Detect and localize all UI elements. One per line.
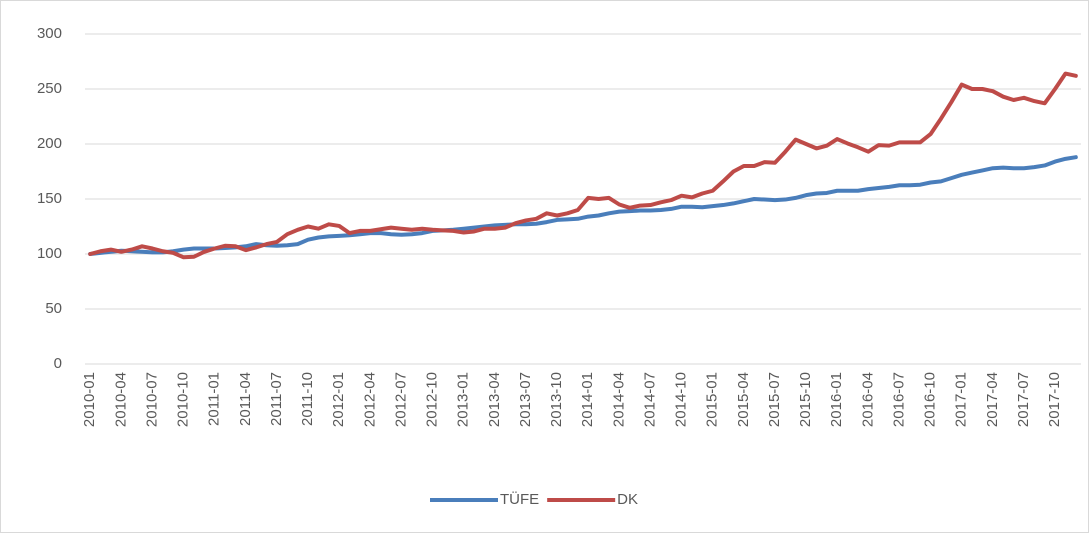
x-tick-label: 2015-07: [766, 372, 783, 427]
x-tick-label: 2012-04: [361, 372, 378, 427]
y-tick-label: 300: [37, 25, 62, 42]
x-tick-label: 2017-07: [1015, 372, 1032, 427]
x-tick-label: 2011-10: [299, 372, 316, 426]
x-tick-label: 2010-01: [81, 372, 98, 427]
x-tick-label: 2015-04: [735, 372, 752, 427]
y-tick-label: 150: [37, 190, 62, 207]
x-tick-label: 2011-01: [206, 372, 223, 426]
x-tick-label: 2011-07: [268, 372, 285, 426]
x-tick-label: 2016-10: [922, 372, 939, 427]
legend-label: DK: [617, 491, 638, 508]
y-tick-label: 250: [37, 80, 62, 97]
legend-label: TÜFE: [500, 490, 539, 508]
x-tick-label: 2016-07: [890, 372, 907, 427]
x-tick-label: 2010-10: [175, 372, 192, 427]
x-tick-label: 2015-01: [704, 372, 721, 427]
x-tick-label: 2014-01: [579, 372, 596, 427]
x-tick-label: 2010-04: [112, 372, 129, 427]
y-tick-label: 200: [37, 135, 62, 152]
x-tick-label: 2012-01: [330, 372, 347, 427]
x-tick-label: 2013-04: [486, 372, 503, 427]
x-tick-label: 2013-01: [455, 372, 472, 427]
y-tick-label: 0: [54, 355, 62, 372]
x-tick-label: 2011-04: [237, 372, 254, 426]
y-tick-label: 100: [37, 245, 62, 262]
x-tick-label: 2014-10: [673, 372, 690, 427]
x-tick-label: 2012-07: [392, 372, 409, 427]
x-tick-label: 2012-10: [424, 372, 441, 427]
x-tick-label: 2016-04: [859, 372, 876, 427]
legend: TÜFE DK: [430, 490, 638, 508]
x-tick-label: 2014-07: [641, 372, 658, 427]
x-tick-label: 2014-04: [610, 372, 627, 427]
y-tick-label: 50: [45, 300, 62, 317]
x-tick-label: 2017-10: [1046, 372, 1063, 427]
x-tick-label: 2013-10: [548, 372, 565, 427]
x-tick-label: 2017-04: [984, 372, 1001, 427]
x-tick-label: 2010-07: [143, 372, 160, 427]
x-tick-label: 2017-01: [953, 372, 970, 427]
x-tick-label: 2013-07: [517, 372, 534, 427]
x-tick-label: 2016-01: [828, 372, 845, 427]
x-tick-label: 2015-10: [797, 372, 814, 427]
series-line: [88, 155, 1078, 256]
series-line: [88, 71, 1078, 260]
